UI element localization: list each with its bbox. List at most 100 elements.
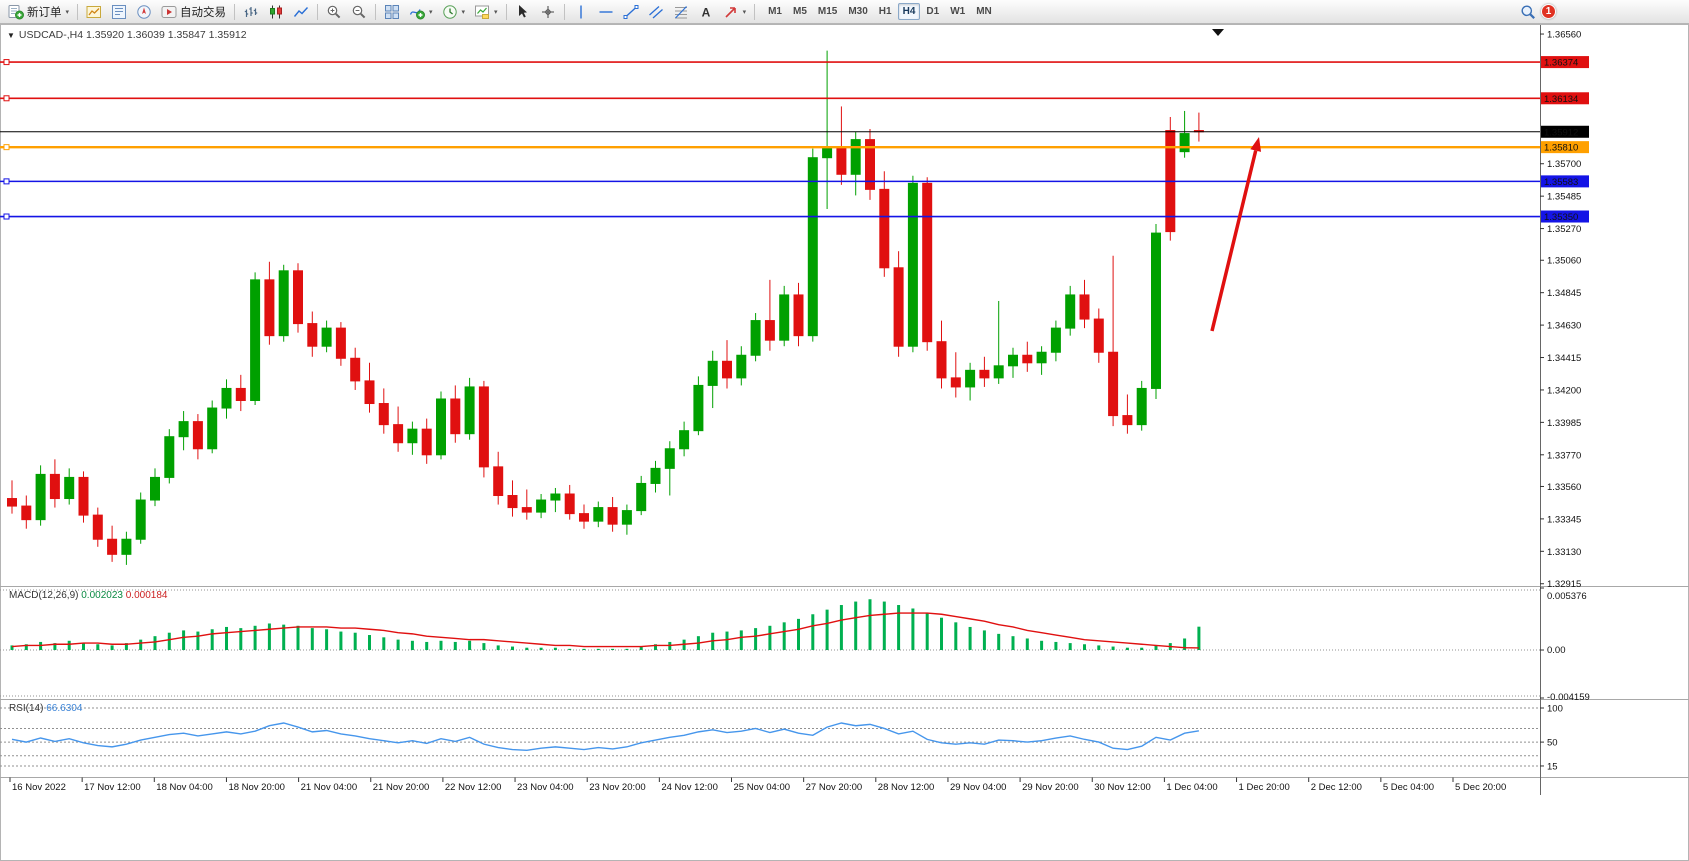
price-axis[interactable]: 1.36560 1.35700 1.35485 1.35270 1.35060 1.348… (1540, 30, 1581, 591)
candle-body (436, 398, 446, 456)
dropdown-caret-icon: ▾ (429, 8, 433, 16)
hline-handle[interactable] (3, 59, 10, 66)
zoom-out-button[interactable] (347, 1, 371, 22)
macd-histogram-bar (24, 644, 28, 651)
hline-handle[interactable] (3, 178, 10, 185)
periods-button[interactable]: ▾ (438, 1, 470, 22)
macd-histogram-bar (768, 625, 772, 651)
candle-body (1179, 133, 1190, 153)
timeframe-mn-button[interactable]: MN (976, 6, 992, 17)
macd-histogram-bar (1011, 636, 1015, 651)
macd-histogram-bar (854, 601, 858, 651)
macd-histogram-bar (425, 641, 429, 651)
candlestick-button[interactable] (264, 1, 288, 22)
candle-body (421, 428, 432, 456)
market-watch-button[interactable] (107, 1, 131, 22)
candle-body (1008, 354, 1018, 367)
templates-button[interactable]: ▾ (470, 1, 502, 22)
timeframe-m5-button[interactable]: M5 (792, 6, 807, 17)
macd-histogram-bar (210, 629, 214, 651)
price-tick-label: 1.34845 (1547, 288, 1581, 299)
vertical-line-button[interactable] (569, 1, 593, 22)
new-order-button[interactable]: 新订单 ▾ (4, 1, 73, 22)
timeframe-m15-button[interactable]: M15 (817, 6, 838, 17)
navigator-button[interactable] (132, 1, 156, 22)
price-badge (1541, 125, 1589, 138)
autotrading-button-label: 自动交易 (180, 6, 227, 19)
hline-handle[interactable] (3, 144, 10, 151)
text-button[interactable]: A (694, 1, 718, 22)
candle-body (293, 270, 303, 325)
macd-histogram-bar (253, 625, 257, 651)
macd-histogram-bar (1183, 638, 1187, 651)
price-tick-label: 1.35270 (1547, 224, 1581, 235)
indicators-button[interactable]: ▾ (405, 1, 437, 22)
svg-text:A: A (701, 5, 710, 19)
candle-body (521, 507, 532, 513)
macd-histogram-bar (811, 614, 815, 651)
fibonacci-button[interactable] (669, 1, 693, 22)
bar-chart-button[interactable] (239, 1, 263, 22)
search-button[interactable] (1516, 1, 1540, 22)
timeframe-h1-button[interactable]: H1 (878, 6, 892, 17)
rsi-scale-label: 50 (1547, 738, 1558, 749)
notification-badge[interactable]: 1 (1541, 4, 1556, 19)
candle-body (764, 320, 775, 341)
autotrading-button[interactable]: 自动交易 (157, 1, 230, 22)
timeframe-d1-button[interactable]: D1 (926, 6, 940, 17)
timeframe-h4-button[interactable]: H4 (897, 3, 921, 20)
macd-histogram-bar (982, 630, 986, 651)
candle-body (750, 320, 761, 356)
price-tick-label: 1.36560 (1547, 30, 1581, 41)
time-tick-label: 21 Nov 04:00 (301, 782, 358, 793)
arrow-annotation-head[interactable] (1250, 137, 1262, 152)
horizontal-line-icon (599, 10, 613, 13)
macd-signal-value: 0.000184 (125, 590, 168, 601)
candle-body (307, 323, 318, 347)
macd-histogram-bar (96, 644, 100, 651)
line-chart-button[interactable] (289, 1, 313, 22)
time-axis[interactable]: 16 Nov 2022 17 Nov 12:00 18 Nov 04:00 18 No… (9, 777, 1506, 794)
time-tick-label: 30 Nov 12:00 (1094, 782, 1151, 793)
arrow-annotation[interactable] (1210, 150, 1258, 332)
macd-histogram-bar (1025, 638, 1029, 651)
timeframe-m30-button[interactable]: M30 (848, 6, 868, 17)
price-tick-label: 1.35060 (1547, 256, 1581, 267)
cursor-button[interactable] (511, 1, 535, 22)
macd-histogram-bar (310, 628, 314, 651)
chart-shift-marker-icon[interactable] (1212, 29, 1224, 36)
zoom-in-button[interactable] (322, 1, 346, 22)
candle-body (35, 473, 46, 521)
macd-histogram-bar (53, 643, 57, 651)
horizontal-line-button[interactable] (594, 1, 618, 22)
charts-button[interactable] (82, 1, 106, 22)
arrows-button[interactable]: ▾ (719, 1, 751, 22)
time-tick-label: 17 Nov 12:00 (84, 782, 141, 793)
tile-windows-button[interactable] (380, 1, 404, 22)
crosshair-button[interactable] (536, 1, 560, 22)
macd-histogram-bar (468, 640, 472, 651)
horizontal-levels: 1.36374 1.36134 1.35912 1.35810 1.35583 1.353… (0, 56, 1589, 223)
crosshair-icon (541, 5, 554, 18)
candle-body (621, 510, 632, 525)
channel-button[interactable] (644, 1, 668, 22)
price-badge-label: 1.35350 (1544, 212, 1578, 223)
candle-body (364, 380, 375, 405)
candle-body (607, 507, 618, 525)
timeframe-m1-button[interactable]: M1 (768, 6, 782, 17)
text-icon: A (701, 5, 710, 19)
candle-body (493, 466, 504, 497)
hline-handle[interactable] (3, 213, 10, 220)
macd-histogram-bar (196, 631, 200, 651)
macd-histogram-bar (482, 643, 486, 651)
one-click-trading-toggle-icon[interactable]: ▼ (7, 30, 15, 40)
hline-handle[interactable] (3, 95, 10, 102)
candle-body (7, 498, 17, 507)
timeframe-w1-button[interactable]: W1 (950, 6, 966, 17)
macd-histogram-bar (1068, 643, 1072, 651)
macd-histogram-bar (525, 647, 529, 651)
time-tick-label: 18 Nov 20:00 (228, 782, 285, 793)
trendline-button[interactable] (619, 1, 643, 22)
chart-title: ▼ USDCAD-,H4 1.35920 1.36039 1.35847 1.3… (7, 29, 247, 41)
